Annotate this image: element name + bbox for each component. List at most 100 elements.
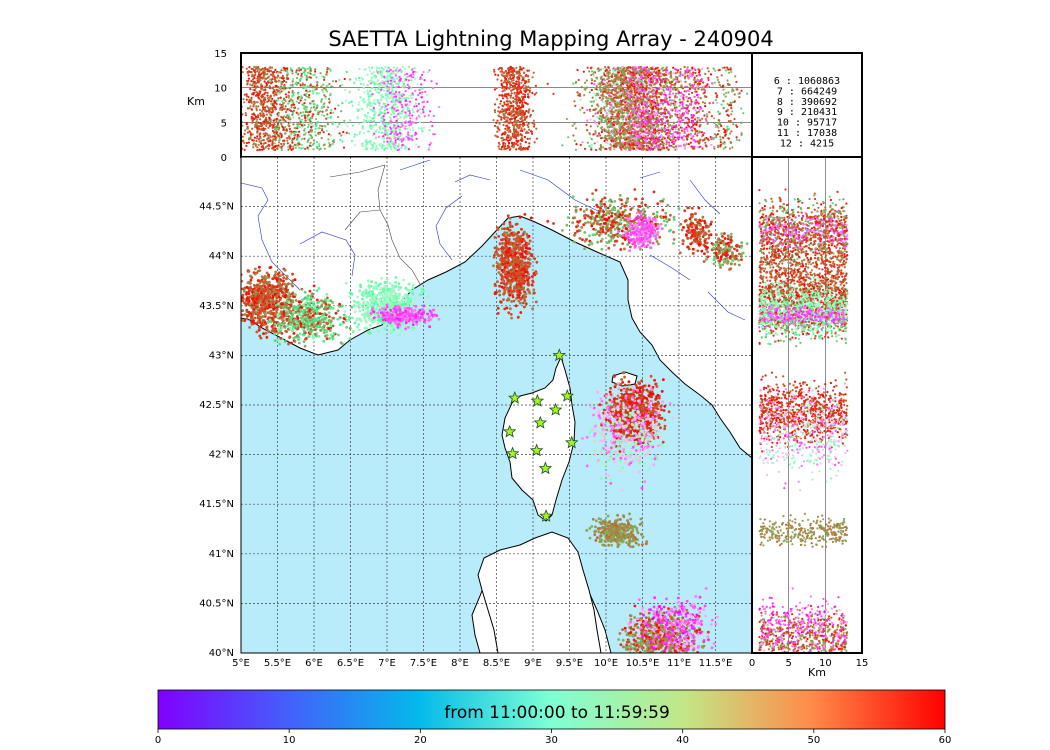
top-point <box>272 138 275 141</box>
top-point <box>638 101 641 104</box>
top-point <box>386 111 390 114</box>
top-point <box>295 81 298 84</box>
top-point <box>366 92 370 95</box>
top-point <box>602 67 605 70</box>
top-point <box>609 123 613 126</box>
top-point <box>374 146 378 149</box>
top-point <box>646 119 649 122</box>
top-point <box>349 78 352 81</box>
top-point <box>712 117 716 120</box>
top-point <box>395 148 398 151</box>
top-point <box>377 130 380 134</box>
top-point <box>356 108 359 111</box>
top-point <box>718 68 721 71</box>
top-point <box>633 129 636 132</box>
top-point <box>513 113 516 116</box>
top-point <box>385 70 388 73</box>
top-point <box>389 96 392 99</box>
top-point <box>508 86 511 89</box>
top-point <box>409 94 412 97</box>
top-point <box>400 146 403 150</box>
top-point <box>603 109 607 112</box>
top-point <box>596 103 599 106</box>
top-point <box>279 96 282 99</box>
top-point <box>504 112 507 115</box>
top-point <box>253 69 256 72</box>
top-point <box>594 98 598 101</box>
top-point <box>359 82 362 85</box>
top-point <box>597 67 600 70</box>
top-point <box>385 74 388 77</box>
top-point <box>418 108 422 111</box>
top-point <box>394 91 398 94</box>
top-point <box>620 136 623 139</box>
top-point <box>259 102 262 105</box>
top-point <box>270 70 273 73</box>
top-point <box>330 109 333 112</box>
top-point <box>504 127 507 130</box>
top-point <box>269 73 273 76</box>
top-point <box>274 108 277 111</box>
top-point <box>733 93 736 96</box>
top-point <box>368 116 371 119</box>
top-point <box>381 120 384 124</box>
top-point <box>384 66 387 69</box>
top-point <box>391 87 394 91</box>
top-point <box>390 100 393 103</box>
top-point <box>312 124 315 128</box>
top-point <box>377 91 380 94</box>
top-point <box>370 124 373 127</box>
top-point <box>304 73 307 76</box>
top-point <box>292 138 295 141</box>
top-point <box>404 116 407 119</box>
top-point <box>635 83 638 86</box>
top-point <box>604 120 607 123</box>
top-point <box>717 126 720 129</box>
top-point <box>316 120 319 124</box>
top-point <box>300 72 303 75</box>
top-point <box>285 110 288 114</box>
top-point <box>255 109 258 112</box>
top-point <box>353 135 356 138</box>
top-point <box>367 95 370 98</box>
top-point <box>402 137 405 140</box>
top-point <box>599 76 603 79</box>
top-point <box>618 85 621 88</box>
top-point <box>348 132 351 135</box>
top-point <box>414 131 417 134</box>
top-point <box>510 89 513 92</box>
top-point <box>645 103 649 106</box>
top-point <box>735 138 739 141</box>
top-point <box>362 83 365 86</box>
top-point <box>527 111 530 114</box>
top-point <box>734 75 737 78</box>
top-point <box>329 134 332 137</box>
top-point <box>271 97 274 100</box>
top-point <box>291 85 294 88</box>
top-point <box>292 91 295 94</box>
top-point <box>614 109 617 112</box>
top-point <box>320 98 323 101</box>
top-point <box>501 139 504 142</box>
top-point <box>516 133 519 136</box>
top-point <box>293 126 296 129</box>
top-point <box>297 81 300 85</box>
top-point <box>586 109 589 112</box>
top-point <box>303 105 306 108</box>
top-point <box>697 110 700 113</box>
top-point <box>303 102 306 105</box>
top-point <box>727 137 731 140</box>
top-point <box>287 124 290 127</box>
top-point <box>625 81 628 84</box>
top-point <box>529 86 532 89</box>
top-point <box>689 141 692 144</box>
top-point <box>532 109 535 112</box>
top-point <box>274 79 277 82</box>
top-point <box>384 109 387 112</box>
top-point <box>309 134 312 137</box>
top-point <box>717 119 720 122</box>
top-point <box>277 98 280 102</box>
top-point <box>247 141 250 144</box>
top-point <box>379 93 382 97</box>
